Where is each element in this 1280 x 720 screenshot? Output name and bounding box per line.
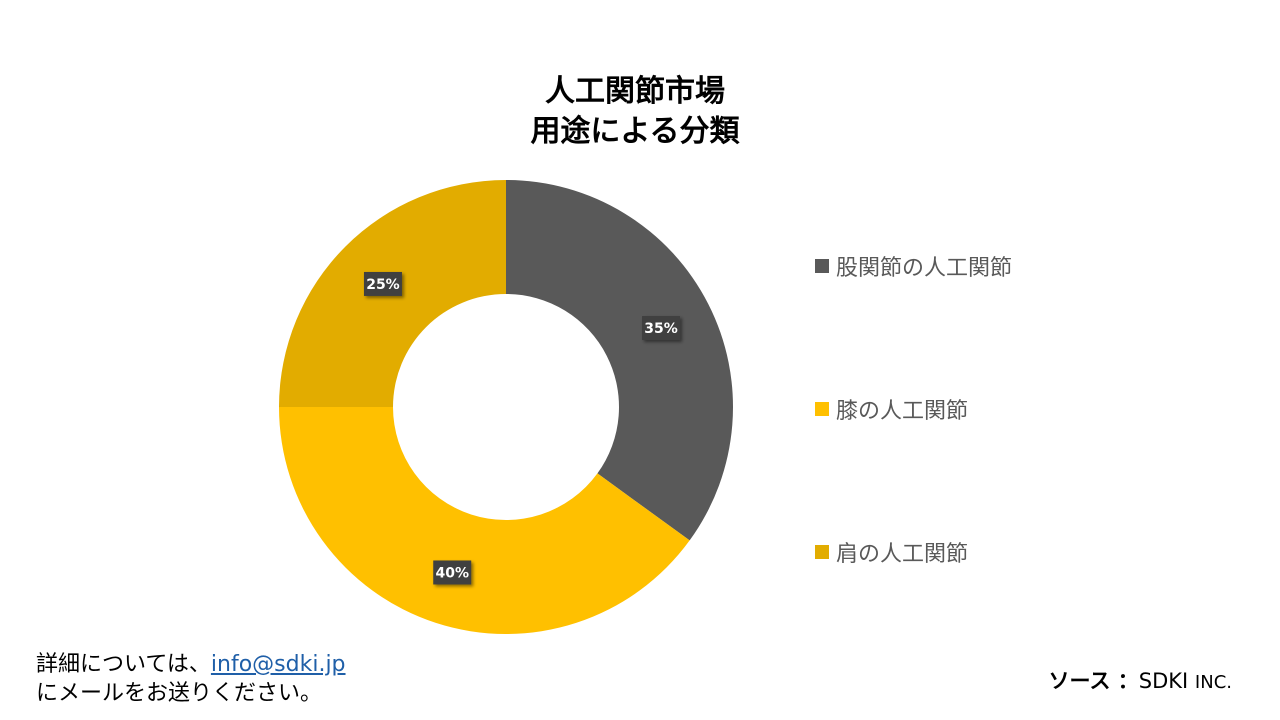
- chart-title: 人工関節市場 用途による分類: [0, 72, 1270, 152]
- data-label-3: 25%: [363, 271, 402, 296]
- data-label-text-3: 25%: [366, 277, 400, 293]
- source-name: SDKI: [1138, 669, 1189, 693]
- contact-line2: にメールをお送りください。: [36, 681, 323, 706]
- chart-title-line2: 用途による分類: [530, 114, 740, 149]
- data-label-box-1: [642, 316, 681, 341]
- legend-item-2: 膝の人工関節: [815, 393, 968, 425]
- data-label-box-3: [363, 271, 402, 296]
- data-label-2: 40%: [433, 560, 472, 585]
- legend-swatch-1: [815, 259, 829, 273]
- data-label-text-1: 35%: [644, 321, 678, 337]
- legend-swatch-2: [815, 402, 829, 416]
- legend-item-3: 肩の人工関節: [815, 536, 968, 568]
- contact-prefix: 詳細については、: [36, 652, 211, 677]
- source-label: ソース ：: [1048, 669, 1139, 693]
- contact-note: 詳細については、info@sdki.jp にメールをお送りください。: [36, 650, 346, 708]
- legend-label-3: 肩の人工関節: [836, 542, 969, 567]
- data-label-1: 35%: [642, 316, 681, 341]
- chart-title-line1: 人工関節市場: [545, 74, 725, 109]
- legend-item-1: 股関節の人工関節: [815, 250, 1012, 282]
- donut-slice-1: [506, 180, 733, 541]
- legend-swatch-3: [815, 545, 829, 559]
- source-suffix: INC.: [1194, 672, 1232, 693]
- data-label-box-2: [433, 560, 472, 585]
- source-credit: ソース ：SDKI INC.: [1049, 665, 1233, 695]
- donut-slice-2: [279, 407, 690, 634]
- contact-email-link[interactable]: info@sdki.jp: [210, 652, 346, 677]
- legend-label-2: 膝の人工関節: [836, 399, 969, 424]
- data-label-text-2: 40%: [435, 565, 469, 581]
- legend-label-1: 股関節の人工関節: [836, 256, 1013, 281]
